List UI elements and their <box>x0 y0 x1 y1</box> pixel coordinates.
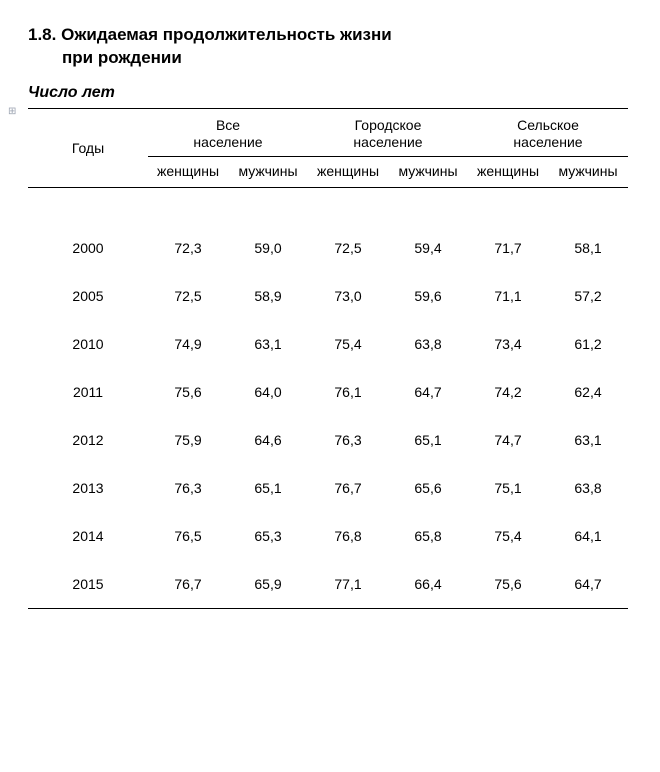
section-number: 1.8. <box>28 25 56 44</box>
value-cell: 76,7 <box>308 464 388 512</box>
table-row: 200072,359,072,559,471,758,1 <box>28 224 628 272</box>
header-group-urban: Городское население <box>308 108 468 157</box>
title-line1: Ожидаемая продолжительность жизни <box>61 25 392 44</box>
header-sub-men: мужчины <box>388 157 468 188</box>
value-cell: 75,4 <box>468 512 548 560</box>
table-row: 201074,963,175,463,873,461,2 <box>28 320 628 368</box>
value-cell: 58,1 <box>548 224 628 272</box>
value-cell: 73,4 <box>468 320 548 368</box>
subtitle: Число лет <box>28 84 632 102</box>
value-cell: 63,8 <box>548 464 628 512</box>
value-cell: 57,2 <box>548 272 628 320</box>
value-cell: 63,1 <box>548 416 628 464</box>
value-cell: 64,6 <box>228 416 308 464</box>
value-cell: 59,0 <box>228 224 308 272</box>
value-cell: 63,1 <box>228 320 308 368</box>
value-cell: 77,1 <box>308 560 388 609</box>
table-marker-icon: ⊞ <box>8 106 16 117</box>
value-cell: 65,1 <box>388 416 468 464</box>
value-cell: 75,6 <box>468 560 548 609</box>
value-cell: 76,3 <box>148 464 228 512</box>
value-cell: 64,7 <box>548 560 628 609</box>
value-cell: 58,9 <box>228 272 308 320</box>
value-cell: 65,6 <box>388 464 468 512</box>
header-sub-women: женщины <box>148 157 228 188</box>
year-cell: 2014 <box>28 512 148 560</box>
value-cell: 71,1 <box>468 272 548 320</box>
year-cell: 2011 <box>28 368 148 416</box>
header-sub-women: женщины <box>468 157 548 188</box>
table-row: 201476,565,376,865,875,464,1 <box>28 512 628 560</box>
value-cell: 75,4 <box>308 320 388 368</box>
value-cell: 72,3 <box>148 224 228 272</box>
value-cell: 59,4 <box>388 224 468 272</box>
header-group-all: Все население <box>148 108 308 157</box>
year-cell: 2012 <box>28 416 148 464</box>
value-cell: 65,1 <box>228 464 308 512</box>
value-cell: 72,5 <box>308 224 388 272</box>
header-sub-women: женщины <box>308 157 388 188</box>
value-cell: 75,1 <box>468 464 548 512</box>
value-cell: 65,8 <box>388 512 468 560</box>
value-cell: 73,0 <box>308 272 388 320</box>
life-expectancy-table: Годы Все население Городское население С… <box>28 108 628 609</box>
table-row: 200572,558,973,059,671,157,2 <box>28 272 628 320</box>
value-cell: 64,0 <box>228 368 308 416</box>
value-cell: 65,3 <box>228 512 308 560</box>
table-row: 201576,765,977,166,475,664,7 <box>28 560 628 609</box>
year-cell: 2015 <box>28 560 148 609</box>
header-years: Годы <box>28 108 148 188</box>
year-cell: 2013 <box>28 464 148 512</box>
header-sub-men: мужчины <box>228 157 308 188</box>
value-cell: 76,3 <box>308 416 388 464</box>
year-cell: 2010 <box>28 320 148 368</box>
value-cell: 74,2 <box>468 368 548 416</box>
year-cell: 2000 <box>28 224 148 272</box>
table-row: 201376,365,176,765,675,163,8 <box>28 464 628 512</box>
value-cell: 75,6 <box>148 368 228 416</box>
value-cell: 74,7 <box>468 416 548 464</box>
value-cell: 61,2 <box>548 320 628 368</box>
table-row: 201275,964,676,365,174,763,1 <box>28 416 628 464</box>
value-cell: 74,9 <box>148 320 228 368</box>
value-cell: 65,9 <box>228 560 308 609</box>
value-cell: 76,5 <box>148 512 228 560</box>
section-title: 1.8. Ожидаемая продолжительность жизни п… <box>28 24 632 70</box>
year-cell: 2005 <box>28 272 148 320</box>
value-cell: 59,6 <box>388 272 468 320</box>
value-cell: 62,4 <box>548 368 628 416</box>
title-line2: при рождении <box>28 48 182 67</box>
table-container: ⊞ Годы Все население Городское население… <box>28 108 632 609</box>
value-cell: 76,7 <box>148 560 228 609</box>
header-sub-men: мужчины <box>548 157 628 188</box>
value-cell: 64,7 <box>388 368 468 416</box>
value-cell: 63,8 <box>388 320 468 368</box>
value-cell: 71,7 <box>468 224 548 272</box>
value-cell: 64,1 <box>548 512 628 560</box>
value-cell: 72,5 <box>148 272 228 320</box>
header-group-rural: Сельское население <box>468 108 628 157</box>
table-row: 201175,664,076,164,774,262,4 <box>28 368 628 416</box>
value-cell: 76,1 <box>308 368 388 416</box>
value-cell: 76,8 <box>308 512 388 560</box>
value-cell: 66,4 <box>388 560 468 609</box>
value-cell: 75,9 <box>148 416 228 464</box>
